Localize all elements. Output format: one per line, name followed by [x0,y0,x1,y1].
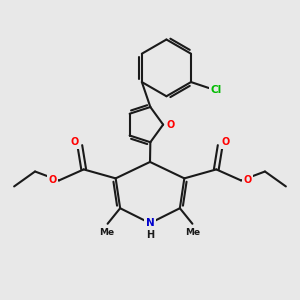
Text: O: O [167,120,175,130]
Text: O: O [221,137,230,147]
Text: O: O [48,176,56,185]
Text: N: N [146,218,154,228]
Text: Cl: Cl [211,85,222,95]
Text: H: H [146,230,154,239]
Text: O: O [70,137,79,147]
Text: Me: Me [185,228,201,237]
Text: O: O [244,176,252,185]
Text: Me: Me [99,228,115,237]
